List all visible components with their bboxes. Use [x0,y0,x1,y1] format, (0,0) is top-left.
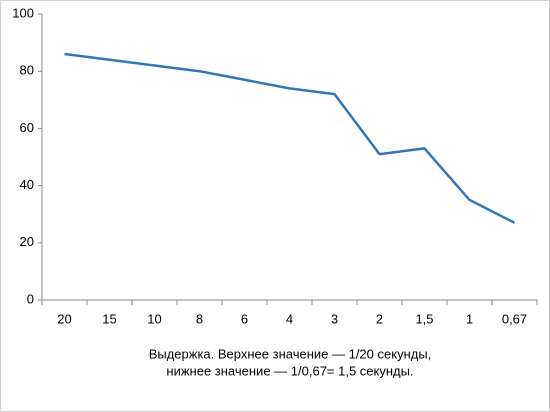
x-tick-label: 20 [57,311,71,326]
x-tick-label: 10 [147,311,161,326]
x-tick-label: 2 [376,311,383,326]
y-tick-label: 40 [20,177,34,192]
x-axis-label: Выдержка. Верхнее значение — 1/20 секунд… [149,346,432,361]
x-tick-label: 1,5 [415,311,433,326]
y-tick-label: 20 [20,234,34,249]
y-tick-label: 0 [27,291,34,306]
data-line [64,52,516,224]
y-tick-label: 60 [20,120,34,135]
x-tick-label: 1 [466,311,473,326]
y-tick-label: 100 [12,5,34,20]
x-tick-label: 8 [196,311,203,326]
x-tick-label: 6 [241,311,248,326]
x-tick-label: 15 [102,311,116,326]
x-tick-label: 4 [286,311,293,326]
y-tick-label: 80 [20,63,34,78]
x-tick-label: 3 [331,311,338,326]
x-tick-label: 0,67 [502,311,527,326]
x-axis-label: нижнее значение — 1/0,67= 1,5 секунды. [166,363,413,378]
